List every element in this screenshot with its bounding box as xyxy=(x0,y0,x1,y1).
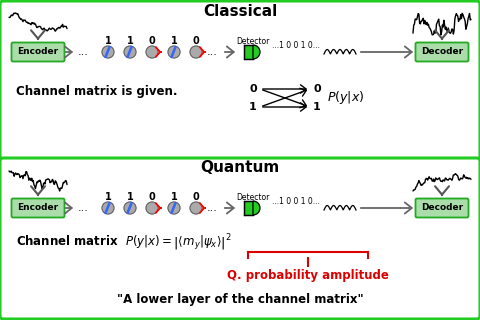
Text: Decoder: Decoder xyxy=(421,47,463,57)
Text: 1: 1 xyxy=(249,102,257,112)
Circle shape xyxy=(190,46,202,58)
Bar xyxy=(244,45,253,59)
Text: $P(y|x)$: $P(y|x)$ xyxy=(327,90,364,107)
FancyBboxPatch shape xyxy=(0,158,480,319)
Text: Detector: Detector xyxy=(236,36,270,45)
Text: 1: 1 xyxy=(170,192,178,202)
Text: Decoder: Decoder xyxy=(421,204,463,212)
Text: 0: 0 xyxy=(192,36,199,46)
Text: Channel matrix is given.: Channel matrix is given. xyxy=(16,85,178,99)
Text: Q. probability amplitude: Q. probability amplitude xyxy=(227,269,389,283)
FancyBboxPatch shape xyxy=(12,43,64,61)
FancyBboxPatch shape xyxy=(12,198,64,218)
Text: ...1 0 0 1 0...: ...1 0 0 1 0... xyxy=(272,41,320,50)
Circle shape xyxy=(102,202,114,214)
Circle shape xyxy=(146,46,158,58)
Text: Classical: Classical xyxy=(203,4,277,20)
Circle shape xyxy=(146,202,158,214)
Text: 1: 1 xyxy=(127,36,133,46)
Circle shape xyxy=(168,202,180,214)
FancyBboxPatch shape xyxy=(416,43,468,61)
Wedge shape xyxy=(253,45,260,59)
Circle shape xyxy=(190,202,202,214)
FancyBboxPatch shape xyxy=(0,1,480,161)
Text: ...1 0 0 1 0...: ...1 0 0 1 0... xyxy=(272,196,320,205)
Text: ...: ... xyxy=(207,203,218,213)
Text: 0: 0 xyxy=(149,36,156,46)
Wedge shape xyxy=(253,201,260,215)
Text: 1: 1 xyxy=(105,36,111,46)
Text: 0: 0 xyxy=(149,192,156,202)
Text: ...: ... xyxy=(78,203,89,213)
Text: Quantum: Quantum xyxy=(200,161,280,175)
Circle shape xyxy=(168,46,180,58)
Bar xyxy=(244,201,253,215)
Text: 0: 0 xyxy=(249,84,257,94)
Text: "A lower layer of the channel matrix": "A lower layer of the channel matrix" xyxy=(117,293,363,307)
Text: ...: ... xyxy=(207,47,218,57)
Text: Detector: Detector xyxy=(236,193,270,202)
Text: Encoder: Encoder xyxy=(17,47,59,57)
Text: 0: 0 xyxy=(313,84,321,94)
Text: 0: 0 xyxy=(192,192,199,202)
Circle shape xyxy=(124,202,136,214)
Text: 1: 1 xyxy=(105,192,111,202)
Circle shape xyxy=(124,46,136,58)
FancyBboxPatch shape xyxy=(416,198,468,218)
Text: 1: 1 xyxy=(313,102,321,112)
Text: 1: 1 xyxy=(127,192,133,202)
Circle shape xyxy=(102,46,114,58)
Text: 1: 1 xyxy=(170,36,178,46)
Text: Channel matrix  $P(y|x)=\left|\langle m_y|\psi_x\rangle\right|^2$: Channel matrix $P(y|x)=\left|\langle m_y… xyxy=(16,233,232,253)
Text: Encoder: Encoder xyxy=(17,204,59,212)
Text: ...: ... xyxy=(78,47,89,57)
